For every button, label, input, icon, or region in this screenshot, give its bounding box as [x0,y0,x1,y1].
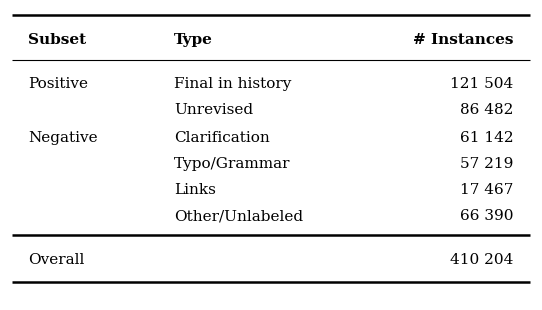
Text: 57 219: 57 219 [460,157,514,171]
Text: Type: Type [174,33,213,47]
Text: 66 390: 66 390 [460,210,514,224]
Text: Overall: Overall [28,253,85,267]
Text: 61 142: 61 142 [460,131,514,145]
Text: 121 504: 121 504 [450,77,514,91]
Text: 17 467: 17 467 [460,183,514,197]
Text: 86 482: 86 482 [460,104,514,117]
Text: Unrevised: Unrevised [174,104,253,117]
Text: Clarification: Clarification [174,131,270,145]
Text: # Instances: # Instances [413,33,514,47]
Text: Other/Unlabeled: Other/Unlabeled [174,210,303,224]
Text: Typo/Grammar: Typo/Grammar [174,157,291,171]
Text: 410 204: 410 204 [450,253,514,267]
Text: Links: Links [174,183,216,197]
Text: Positive: Positive [28,77,88,91]
Text: Final in history: Final in history [174,77,291,91]
Text: Subset: Subset [28,33,87,47]
Text: Negative: Negative [28,131,98,145]
